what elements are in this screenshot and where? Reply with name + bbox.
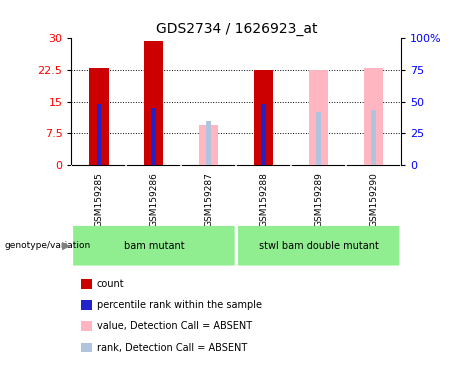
FancyBboxPatch shape — [238, 226, 399, 266]
Text: GSM159287: GSM159287 — [204, 172, 213, 227]
Text: genotype/variation: genotype/variation — [5, 241, 91, 250]
Text: count: count — [97, 279, 124, 289]
Text: value, Detection Call = ABSENT: value, Detection Call = ABSENT — [97, 321, 252, 331]
Text: GSM159290: GSM159290 — [369, 172, 378, 227]
Bar — [199, 125, 219, 165]
Bar — [309, 70, 328, 165]
Bar — [316, 112, 321, 165]
Bar — [152, 108, 156, 165]
Text: ▶: ▶ — [62, 241, 71, 251]
Text: GSM159285: GSM159285 — [95, 172, 103, 227]
Text: bam mutant: bam mutant — [124, 241, 184, 251]
Text: GSM159289: GSM159289 — [314, 172, 323, 227]
Bar — [207, 121, 211, 165]
Text: percentile rank within the sample: percentile rank within the sample — [97, 300, 262, 310]
Text: GSM159288: GSM159288 — [259, 172, 268, 227]
Bar — [89, 68, 108, 165]
Bar — [261, 104, 266, 165]
Text: rank, Detection Call = ABSENT: rank, Detection Call = ABSENT — [97, 343, 247, 353]
Bar — [96, 104, 101, 165]
Title: GDS2734 / 1626923_at: GDS2734 / 1626923_at — [155, 22, 317, 36]
Text: stwl bam double mutant: stwl bam double mutant — [259, 241, 378, 251]
Text: GSM159286: GSM159286 — [149, 172, 159, 227]
Bar — [364, 68, 383, 165]
Bar — [254, 70, 273, 165]
Bar — [371, 110, 376, 165]
FancyBboxPatch shape — [73, 226, 235, 266]
Bar — [144, 40, 164, 165]
